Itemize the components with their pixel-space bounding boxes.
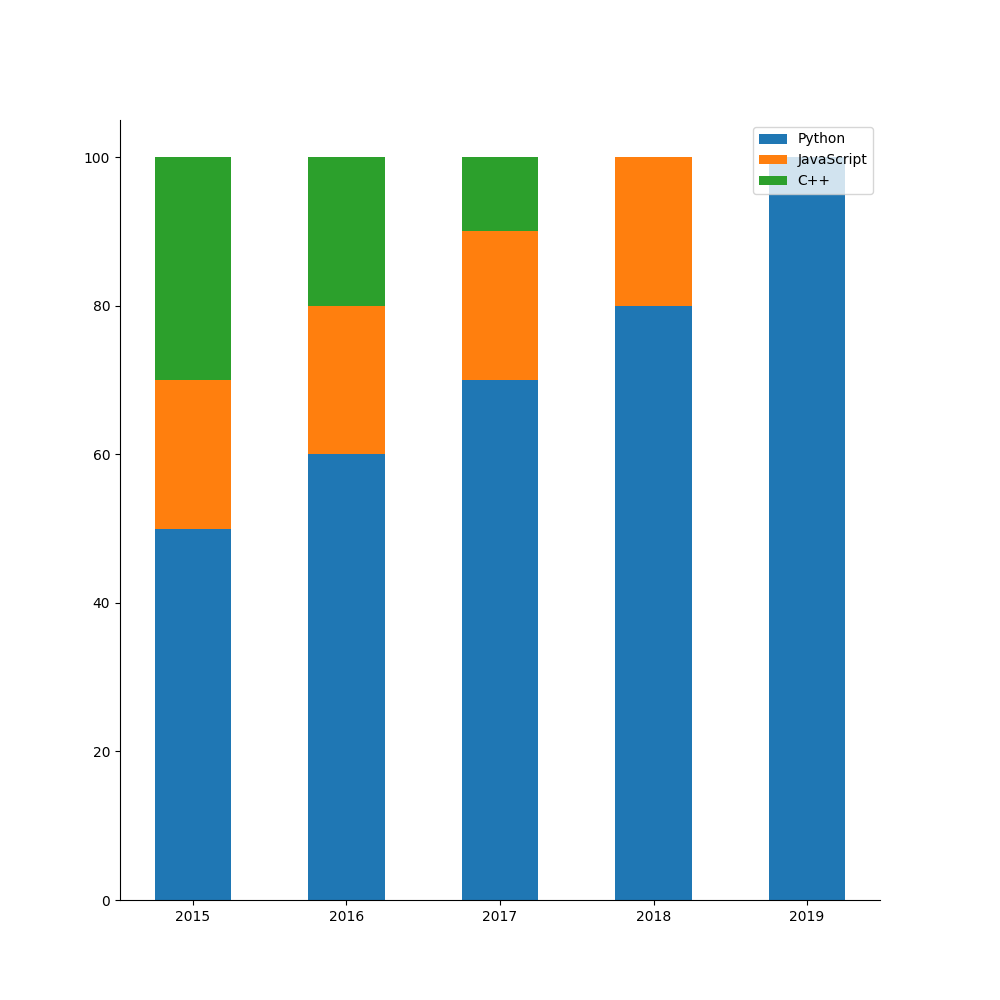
- Bar: [462, 231, 538, 380]
- Bar: [462, 380, 538, 900]
- Legend: Python, JavaScript, C++: Python, JavaScript, C++: [753, 127, 873, 194]
- Bar: [308, 306, 385, 454]
- Bar: [769, 157, 845, 900]
- Bar: [155, 380, 231, 529]
- Bar: [308, 454, 385, 900]
- Bar: [615, 157, 692, 306]
- Bar: [462, 157, 538, 231]
- Bar: [155, 157, 231, 380]
- Bar: [155, 529, 231, 900]
- Bar: [308, 157, 385, 306]
- Bar: [615, 306, 692, 900]
